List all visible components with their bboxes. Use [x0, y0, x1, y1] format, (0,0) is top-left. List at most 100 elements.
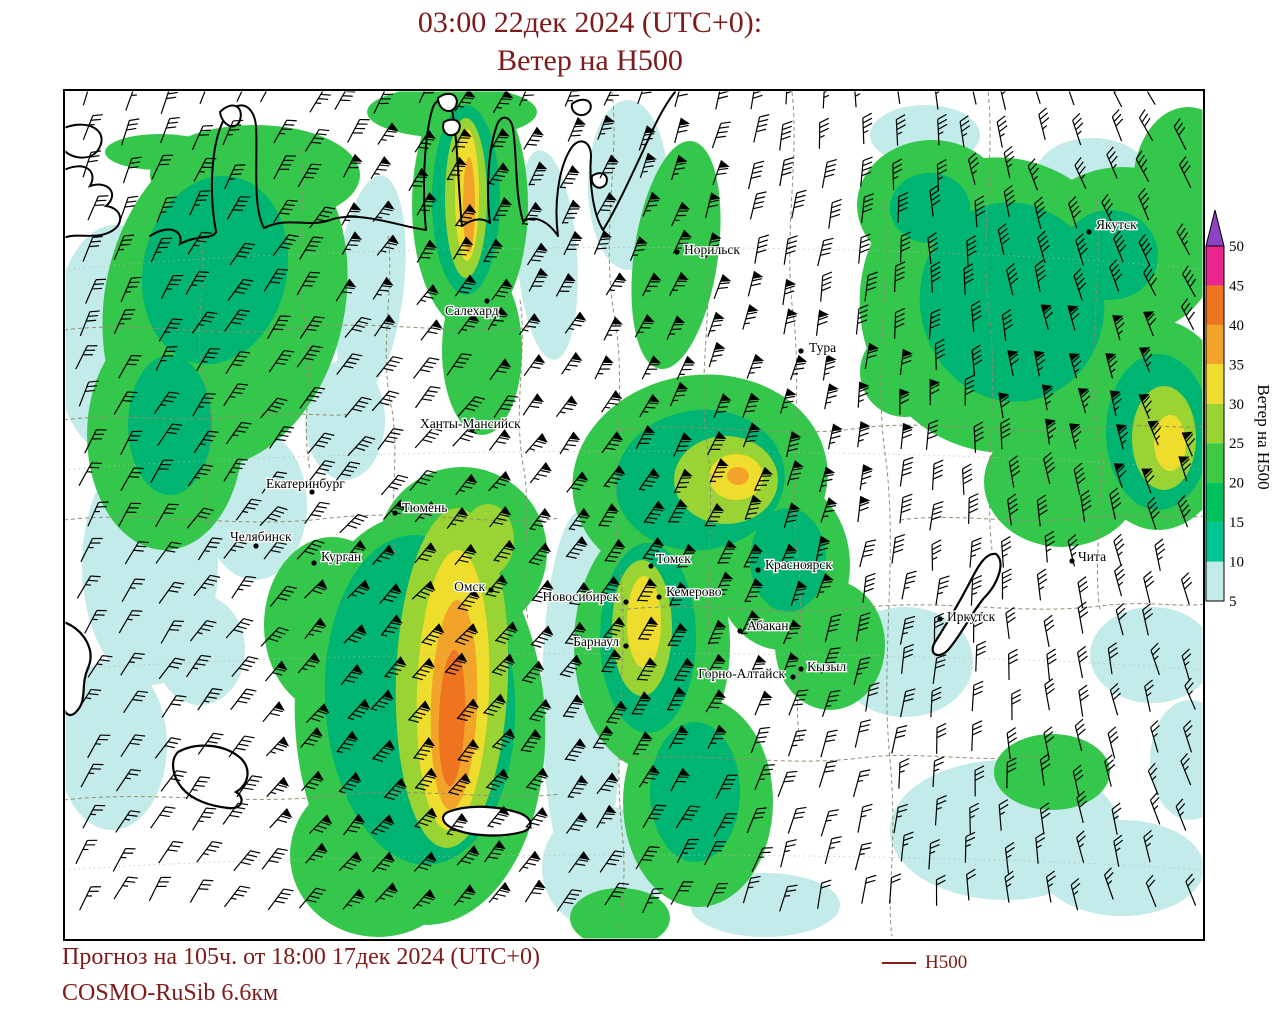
coastline: [65, 165, 121, 239]
wind-barb: [641, 355, 662, 380]
wind-barb: [564, 622, 587, 645]
wind-barb: [567, 117, 587, 142]
wind-barb: [931, 459, 944, 491]
wind-barb: [298, 887, 326, 909]
wind-barb: [927, 232, 939, 265]
wind-barb: [1008, 455, 1021, 488]
wind-barb: [268, 349, 295, 373]
island: [442, 118, 461, 137]
wind-region-green: [994, 734, 1110, 810]
wind-barb: [261, 471, 288, 494]
wind-barb: [1035, 832, 1046, 864]
wind-barb: [1104, 754, 1116, 787]
wind-barb: [604, 882, 630, 906]
wind-barb: [196, 347, 221, 372]
wind-barb: [632, 731, 653, 755]
wind-barb: [150, 806, 176, 829]
colorbar-tick: 35: [1229, 357, 1244, 373]
wind-barb: [672, 229, 693, 254]
wind-barb: [998, 91, 1010, 110]
coastline: [461, 218, 491, 227]
colorbar-tick: 5: [1229, 594, 1237, 610]
wind-barb: [1113, 533, 1125, 567]
wind-barb: [299, 236, 324, 260]
city-label: Омск: [454, 579, 485, 594]
wind-region-green: [860, 327, 950, 417]
wind-barb: [900, 688, 916, 718]
wind-barb: [857, 495, 871, 522]
wind-barb: [899, 493, 913, 524]
wind-barb: [413, 807, 438, 829]
wind-barb: [193, 157, 217, 182]
wind-barb: [150, 459, 174, 484]
wind-barb: [273, 155, 296, 180]
wind-barb: [855, 612, 871, 642]
wind-barb: [935, 575, 950, 605]
wind-barb: [754, 690, 773, 716]
city-dot: [392, 510, 398, 516]
city-label: Барнаул: [573, 634, 619, 649]
city-label: Кызыл: [807, 659, 846, 674]
wind-barb: [893, 803, 908, 834]
wind-barb: [674, 117, 691, 144]
wind-barb: [224, 885, 251, 908]
wind-barb: [1150, 720, 1160, 753]
wind-barb: [754, 234, 769, 264]
wind-barb: [1067, 534, 1079, 567]
wind-barb: [861, 193, 874, 224]
city-label: Чита: [1078, 549, 1106, 564]
wind-barb: [1077, 576, 1089, 609]
wind-barb: [1138, 187, 1150, 221]
city-dot: [623, 599, 629, 605]
page-title: 03:00 22дек 2024 (UTC+0): Ветер на H500: [0, 4, 1180, 79]
wind-barb: [637, 616, 659, 640]
wind-barb: [1075, 233, 1088, 266]
wind-barb: [75, 345, 98, 370]
wind-barb: [1074, 718, 1086, 752]
wind-barb: [1001, 309, 1014, 341]
wind-barb: [224, 309, 250, 332]
wind-barb: [1142, 603, 1154, 636]
wind-barb: [598, 503, 619, 527]
wind-barb: [488, 162, 510, 185]
wind-region-orange: [463, 157, 475, 253]
wind-barb: [671, 201, 691, 227]
wind-barb: [154, 737, 182, 759]
wind-barb: [525, 433, 548, 454]
wind-barb: [963, 263, 974, 295]
wind-barb: [782, 279, 797, 305]
wind-barb: [347, 698, 371, 721]
wind-barb: [115, 810, 141, 833]
wind-barb: [567, 775, 589, 798]
wind-barb: [564, 738, 587, 762]
wind-barb: [122, 156, 142, 184]
wind-barb: [264, 660, 288, 682]
wind-barb: [750, 726, 771, 754]
colorbar-segment: [1206, 403, 1224, 444]
wind-barb: [669, 381, 689, 407]
wind-barb: [1150, 642, 1161, 676]
wind-barb: [454, 623, 479, 646]
wind-barb: [930, 686, 942, 718]
wind-barb: [817, 237, 834, 267]
wind-barb: [1113, 834, 1124, 867]
wind-barb: [889, 873, 902, 904]
wind-barb: [189, 879, 214, 903]
wind-barb: [676, 838, 699, 864]
colorbar-outline: [1205, 245, 1225, 602]
wind-region-green: [1133, 107, 1203, 263]
wind-barb: [969, 537, 982, 568]
wind-barb: [186, 507, 214, 529]
wind-barb: [301, 770, 324, 792]
wind-barb: [753, 114, 770, 143]
wind-barb: [1072, 112, 1084, 146]
wind-barb: [705, 689, 727, 713]
wind-barb: [900, 831, 914, 862]
wind-barb: [1115, 602, 1127, 636]
wind-region-green-core: [750, 508, 826, 612]
wind-barb: [669, 581, 689, 606]
wind-barb: [414, 542, 437, 564]
wind-barb: [346, 579, 371, 599]
wind-barb: [1111, 802, 1122, 835]
coastline: [263, 215, 427, 231]
